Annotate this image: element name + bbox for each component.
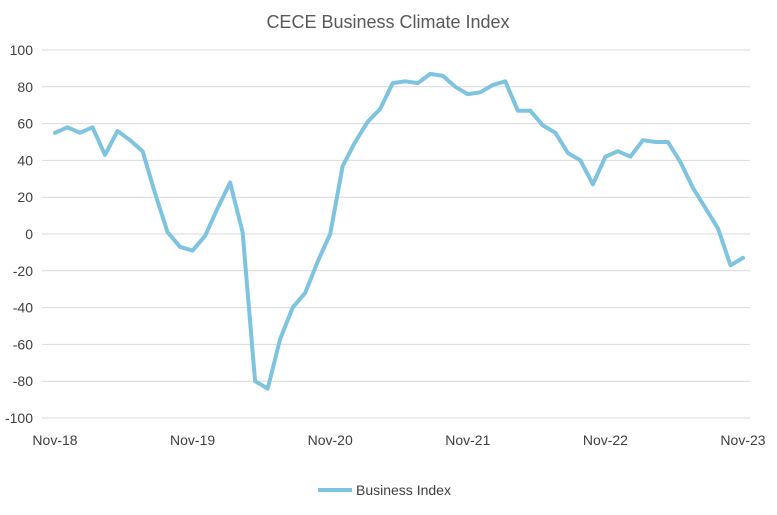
- gridlines: [42, 49, 750, 419]
- y-tick-label: 20: [17, 189, 33, 205]
- x-tick-label: Nov-18: [32, 432, 77, 448]
- y-tick-label: 0: [25, 226, 33, 242]
- y-tick-label: -80: [13, 373, 33, 389]
- series-layer: [53, 71, 745, 391]
- y-tick-label: -40: [13, 300, 33, 316]
- y-tick-label: -20: [13, 263, 33, 279]
- y-axis-ticks: 100 80 60 40 20 0 -20 -40 -60 -80 -100: [5, 42, 33, 426]
- x-tick-label: Nov-21: [445, 432, 490, 448]
- series-line-business-index: [53, 71, 745, 391]
- y-tick-label: 100: [10, 42, 34, 58]
- x-axis-ticks: Nov-18 Nov-19 Nov-20 Nov-21 Nov-22 Nov-23: [32, 432, 765, 448]
- chart-title: CECE Business Climate Index: [266, 12, 509, 32]
- y-tick-label: 40: [17, 152, 33, 168]
- legend: Business Index: [318, 482, 451, 498]
- y-tick-label: -100: [5, 410, 33, 426]
- y-tick-label: -60: [13, 336, 33, 352]
- y-tick-label: 60: [17, 116, 33, 132]
- x-tick-label: Nov-22: [583, 432, 628, 448]
- x-tick-label: Nov-20: [308, 432, 353, 448]
- x-tick-label: Nov-23: [720, 432, 765, 448]
- y-tick-label: 80: [17, 79, 33, 95]
- legend-label-business-index: Business Index: [356, 482, 451, 498]
- x-tick-label: Nov-19: [170, 432, 215, 448]
